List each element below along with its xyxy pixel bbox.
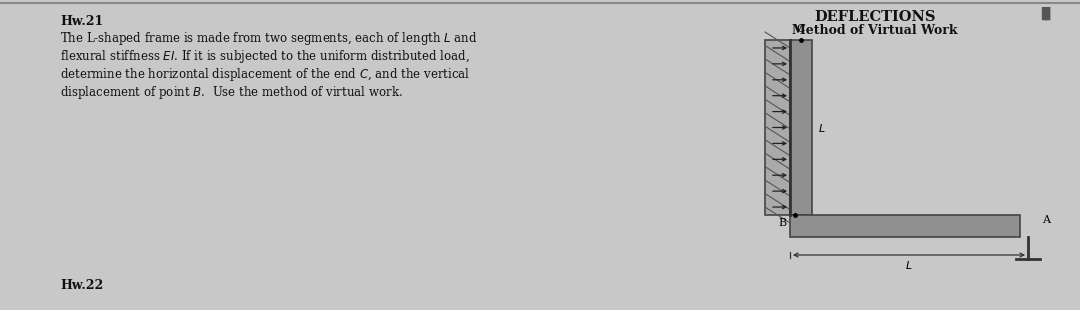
Text: determine the horizontal displacement of the end $C$, and the vertical: determine the horizontal displacement of… bbox=[60, 66, 470, 83]
Bar bbox=[789, 40, 812, 215]
Text: Hw.21: Hw.21 bbox=[60, 15, 104, 28]
Text: displacement of point $B$.  Use the method of virtual work.: displacement of point $B$. Use the metho… bbox=[60, 84, 403, 101]
Text: Hw.22: Hw.22 bbox=[60, 279, 104, 292]
Text: The L-shaped frame is made from two segments, each of length $L$ and: The L-shaped frame is made from two segm… bbox=[60, 30, 477, 47]
Text: DEFLECTIONS: DEFLECTIONS bbox=[814, 10, 935, 24]
Text: ▐▌: ▐▌ bbox=[1036, 7, 1055, 20]
Bar bbox=[765, 40, 789, 215]
Text: A: A bbox=[1042, 215, 1050, 225]
Text: B: B bbox=[778, 218, 786, 228]
Text: C: C bbox=[797, 24, 806, 34]
Text: $L$: $L$ bbox=[905, 259, 913, 271]
Text: $L$: $L$ bbox=[818, 122, 825, 134]
Text: Method of Virtual Work: Method of Virtual Work bbox=[793, 24, 958, 37]
Bar bbox=[789, 215, 1020, 237]
Text: flexural stiffness $EI$. If it is subjected to the uniform distributed load,: flexural stiffness $EI$. If it is subjec… bbox=[60, 48, 470, 65]
